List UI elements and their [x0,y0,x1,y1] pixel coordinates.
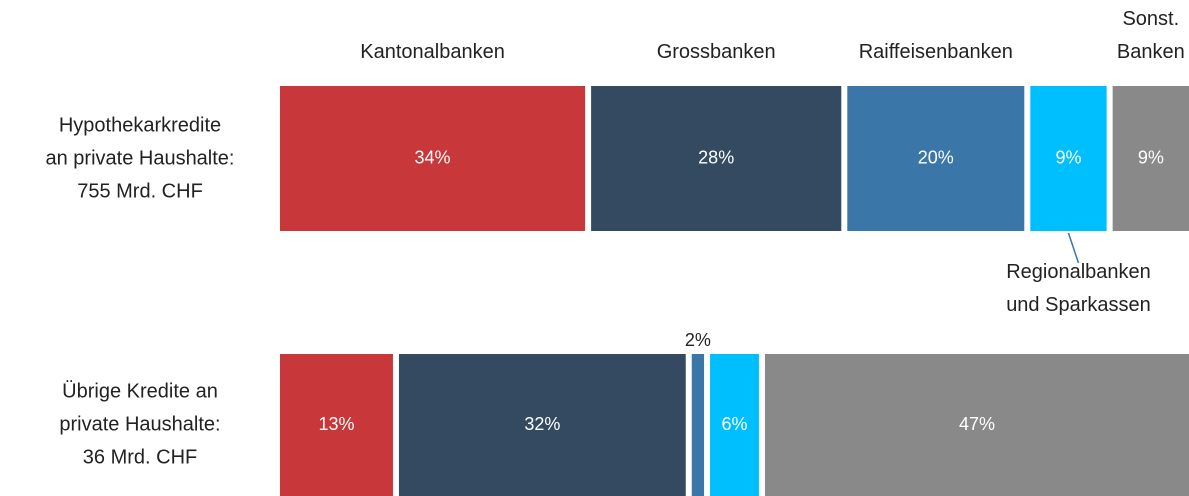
value-label: 9% [1055,147,1081,167]
bar-segment [1030,86,1107,231]
series-label: Regionalbanken und Sparkassen [1006,261,1151,316]
series-label: Kantonalbanken [360,41,505,63]
value-label: 13% [318,414,354,434]
bar-segment [710,354,759,496]
bar-segment [591,86,842,231]
bar-segment [280,86,586,231]
bar-segment [691,354,705,496]
value-label: 9% [1138,147,1164,167]
category-label: Übrige Kredite an private Haushalte: 36 … [59,380,221,469]
category-label: Hypothekarkredite an private Haushalte: … [45,114,235,202]
leader-line [1067,232,1080,264]
value-label: 47% [959,414,995,434]
value-label: 20% [918,147,954,167]
series-label: Raiffeisenbanken [858,41,1013,63]
value-label: 6% [721,414,747,434]
bar-segment [280,354,393,496]
value-label: 34% [415,147,451,167]
bar-segment [1112,86,1189,231]
value-label: 32% [524,414,560,434]
bar-segment [764,354,1189,496]
value-label: 28% [698,147,734,167]
series-label: Sonst. Banken [1116,8,1185,63]
series-label: Grossbanken [656,41,776,63]
bar-segment [398,354,686,496]
value-label: 2% [685,330,711,350]
bar-segment [847,86,1025,231]
